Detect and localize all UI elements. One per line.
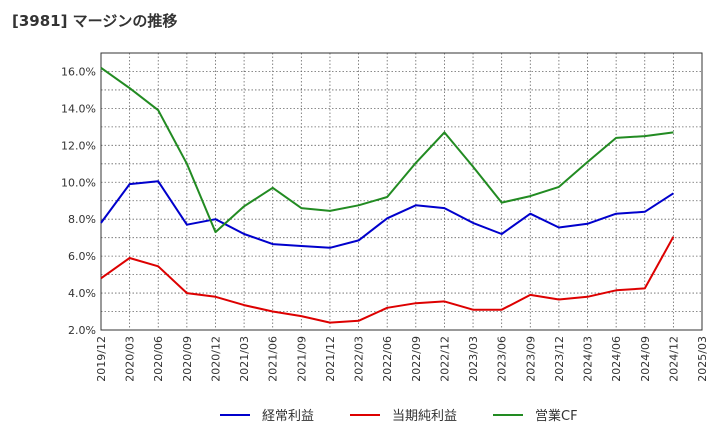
x-tick-label: 2021/03 — [238, 336, 251, 382]
x-tick-label: 2020/06 — [152, 336, 165, 382]
x-tick-label: 2022/09 — [410, 336, 423, 382]
plot-border — [100, 52, 703, 331]
x-tick-label: 2023/06 — [496, 336, 509, 382]
x-tick-label: 2023/12 — [553, 336, 566, 382]
y-tick-label: 2.0% — [68, 324, 96, 337]
series-line — [100, 66, 674, 234]
y-tick-label: 10.0% — [61, 176, 96, 189]
x-tick-label: 2025/03 — [696, 336, 709, 382]
x-tick-label: 2024/12 — [667, 336, 680, 382]
x-tick-label: 2023/09 — [524, 336, 537, 382]
x-tick-label: 2024/06 — [610, 336, 623, 382]
chart-title: [3981] マージンの推移 — [12, 12, 178, 30]
x-tick-label: 2020/09 — [181, 336, 194, 382]
x-tick-label: 2021/09 — [295, 336, 308, 382]
y-tick-label: 6.0% — [68, 250, 96, 263]
x-tick-label: 2024/09 — [639, 336, 652, 382]
x-tick-label: 2022/06 — [381, 336, 394, 382]
y-tick-label: 12.0% — [61, 139, 96, 152]
x-tick-label: 2023/03 — [467, 336, 480, 382]
legend-label: 当期純利益 — [392, 409, 457, 424]
x-tick-label: 2024/03 — [582, 336, 595, 382]
x-tick-label: 2020/03 — [124, 336, 137, 382]
y-tick-label: 8.0% — [68, 213, 96, 226]
y-tick-label: 4.0% — [68, 287, 96, 300]
y-tick-label: 16.0% — [61, 65, 96, 78]
plot-area — [101, 53, 702, 330]
x-tick-label: 2019/12 — [95, 336, 108, 382]
x-tick-label: 2022/12 — [438, 336, 451, 382]
legend-label: 経常利益 — [262, 409, 314, 424]
x-tick-label: 2021/06 — [267, 336, 280, 382]
series-line — [100, 180, 674, 249]
y-tick-label: 14.0% — [61, 102, 96, 115]
legend-label: 営業CF — [535, 408, 578, 424]
series-line — [100, 236, 675, 324]
x-tick-label: 2021/12 — [324, 336, 337, 382]
x-tick-label: 2020/12 — [209, 336, 222, 382]
x-tick-label: 2022/03 — [353, 336, 366, 382]
